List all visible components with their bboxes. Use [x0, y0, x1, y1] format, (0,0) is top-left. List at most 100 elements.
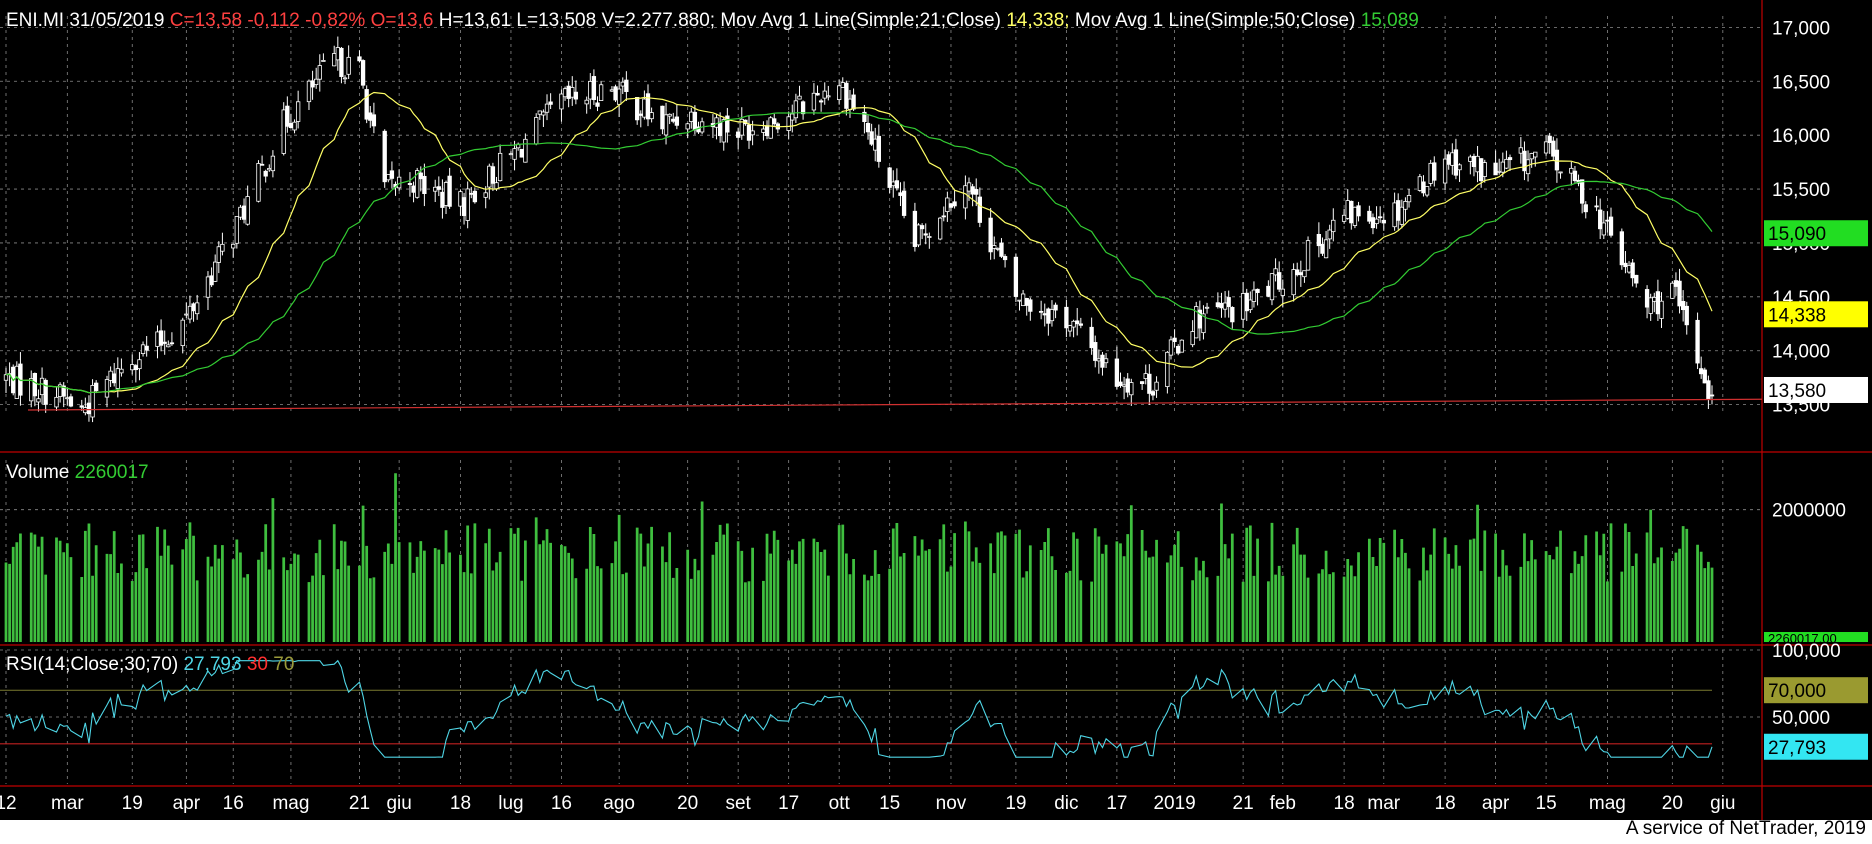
candle-body	[869, 131, 874, 145]
candle-body	[1432, 162, 1437, 181]
date-tick-label: 15	[1536, 793, 1557, 814]
candle-body	[144, 345, 149, 351]
candle-body	[786, 116, 791, 131]
candle-body	[1118, 381, 1123, 386]
candle-body	[433, 186, 438, 192]
candle-body	[1547, 135, 1552, 143]
candle-body	[1525, 159, 1531, 175]
candle-body	[1471, 155, 1477, 168]
candle-body	[1028, 299, 1033, 312]
candle-body	[1504, 158, 1509, 169]
candle-body	[851, 94, 856, 110]
candle-body	[811, 92, 817, 111]
candle-body	[1421, 181, 1426, 194]
candle-body	[1002, 256, 1008, 261]
date-tick-label: 16	[551, 793, 572, 814]
candle-body	[245, 196, 250, 225]
date-tick-label: 19	[1005, 793, 1026, 814]
candle-body	[566, 85, 571, 99]
low-label: L=13,508	[516, 10, 596, 31]
candle-body	[263, 170, 268, 177]
candle-body	[1655, 291, 1661, 315]
candle-body	[1323, 239, 1329, 259]
candle-body	[497, 152, 503, 182]
candle-body	[1075, 320, 1080, 325]
candle-body	[1673, 280, 1679, 287]
candle-body	[616, 88, 622, 105]
candle-body	[1190, 331, 1195, 346]
candle-body	[1316, 233, 1322, 247]
date-tick-label: lug	[498, 793, 523, 814]
candle-body	[364, 89, 369, 120]
candle-body	[1659, 300, 1664, 319]
candle-body	[638, 113, 643, 116]
candle-body	[140, 344, 146, 355]
candle-body	[689, 111, 694, 122]
candle-body	[1125, 378, 1130, 393]
candle-body	[768, 117, 773, 139]
candle-body	[115, 368, 120, 389]
candle-body	[1114, 358, 1120, 387]
candle-body	[613, 86, 618, 101]
candle-body	[974, 189, 979, 195]
candle-body	[155, 331, 160, 347]
candle-body	[519, 148, 524, 158]
candle-body	[1089, 326, 1094, 349]
candle-body	[822, 90, 827, 99]
candle-body	[1594, 205, 1599, 208]
candle-body	[447, 175, 452, 207]
candle-body	[1143, 373, 1148, 379]
candle-body	[1619, 231, 1624, 266]
volume-tick-label: 2000000	[1772, 501, 1846, 522]
credit-text: A service of NetTrader, 2019	[1625, 818, 1866, 839]
candle-body	[663, 114, 669, 136]
candle-body	[1507, 157, 1513, 161]
candle-body	[220, 243, 225, 252]
ma50-value-tag-box	[1764, 220, 1868, 247]
candle-body	[544, 103, 550, 113]
candle-body	[721, 119, 726, 143]
candle-body	[1341, 214, 1347, 222]
candle-body	[1222, 302, 1228, 310]
candle-body	[54, 396, 59, 408]
candle-body	[1482, 162, 1487, 177]
candle-body	[901, 190, 907, 216]
candle-body	[1601, 222, 1606, 236]
candle-body	[1442, 158, 1448, 184]
candle-body	[1417, 176, 1423, 191]
candle-body	[1450, 152, 1455, 166]
candle-body	[847, 98, 853, 111]
candle-body	[1626, 265, 1632, 273]
candle-body	[285, 105, 290, 127]
candle-body	[281, 109, 286, 154]
candle-body	[1406, 195, 1412, 203]
candle-body	[360, 60, 366, 86]
candle-body	[1176, 346, 1181, 354]
ma50-line	[5, 112, 1713, 394]
candle-body	[1064, 306, 1069, 329]
candle-body	[1580, 179, 1585, 204]
candle-body	[1352, 206, 1358, 226]
candle-body	[1493, 162, 1498, 176]
candle-body	[635, 97, 640, 121]
candle-body	[335, 47, 340, 61]
candle-body	[508, 153, 514, 156]
candle-body	[916, 224, 921, 246]
candle-body	[321, 60, 326, 62]
candle-body	[1529, 153, 1534, 160]
candle-body	[382, 130, 387, 183]
candle-body	[573, 91, 579, 100]
candle-body	[591, 76, 597, 101]
candle-body	[1038, 310, 1044, 313]
candle-body	[1677, 280, 1682, 307]
candle-body	[1251, 289, 1257, 302]
price-tick-label: 15,500	[1772, 180, 1830, 201]
candle-body	[1349, 200, 1354, 224]
candle-body	[570, 87, 575, 98]
candle-body	[443, 182, 449, 206]
date-tick-label: set	[725, 793, 751, 814]
candle-body	[1497, 170, 1502, 173]
candle-body	[898, 192, 903, 196]
date-tick-label: 20	[677, 793, 698, 814]
